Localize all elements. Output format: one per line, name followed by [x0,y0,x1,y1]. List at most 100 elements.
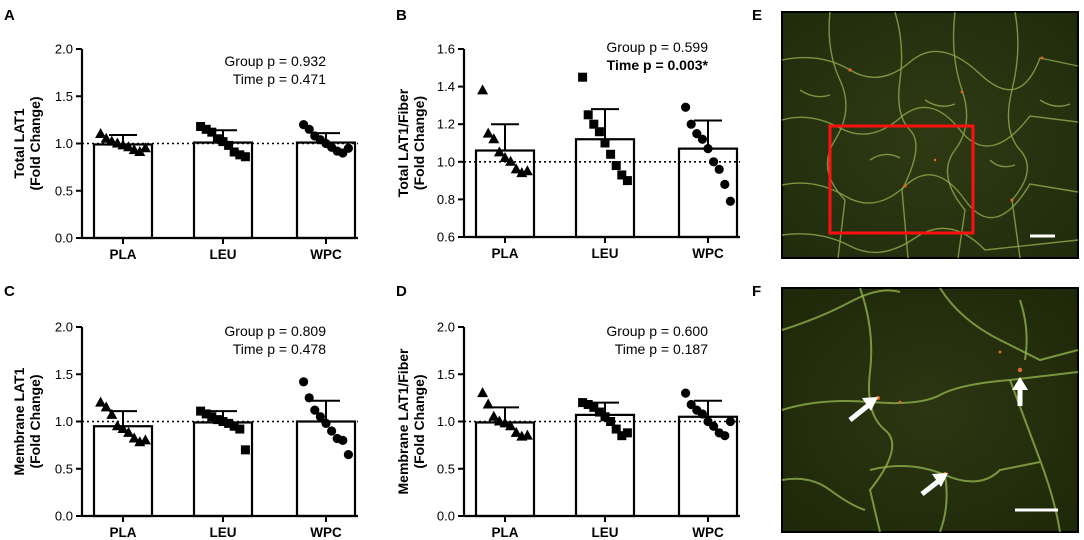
category-label-leu: LEU [210,525,237,540]
y-tick-label: 1.5 [55,367,73,382]
error-bar-pla [491,123,519,151]
stats-annotation: Group p = 0.600 [606,323,708,339]
y-tick-label: 1.6 [437,42,455,57]
data-point-wpc [327,426,337,436]
y-tick-label: 2.0 [55,320,73,335]
data-point-leu [617,170,627,180]
data-point-wpc [720,431,730,441]
data-point-wpc [321,418,331,428]
data-point-pla [493,146,505,157]
data-point-leu [611,161,621,171]
stats-annotation: Group p = 0.932 [224,53,326,69]
y-tick-label: 1.2 [437,117,455,132]
data-point-leu [235,424,245,434]
stats-annotation: Time p = 0.478 [233,341,326,357]
data-point-pla [482,127,494,138]
data-point-pla [128,432,140,443]
data-point-leu [594,407,604,417]
micrograph-e-image [781,11,1079,259]
y-tick-label: 1.5 [437,367,455,382]
data-point-wpc [338,435,348,445]
data-point-leu [196,406,206,416]
y-tick-label: 1.0 [437,414,455,429]
data-point-leu [218,137,228,147]
data-point-pla [100,132,112,143]
data-point-pla [111,420,123,431]
data-point-leu [224,418,234,428]
data-point-leu [201,409,211,419]
data-point-leu [240,152,250,162]
category-label-wpc: WPC [692,246,724,261]
panel-letter-a: A [4,7,15,24]
y-axis-title: Membrane LAT1 [11,367,27,475]
data-point-leu [229,147,239,157]
data-point-leu [583,399,593,409]
y-axis-title: (Fold Change) [27,374,43,468]
y-tick-label: 1.4 [437,79,455,94]
y-tick-label: 0.6 [437,230,455,245]
category-label-wpc: WPC [310,525,342,540]
data-point-wpc [681,102,691,112]
data-point-pla [95,396,107,407]
category-label-wpc: WPC [692,525,724,540]
data-point-wpc [343,143,353,153]
chart-panel-b: B 0.6 0.8 1.0 1.2 1.4 1.6 PLA LEU WPC Total LAT1/F… [395,7,740,261]
arrow-icon-f-1 [848,397,878,422]
y-tick-label: 0.8 [437,192,455,207]
chart-panel-c: C 0.0 0.5 1.0 1.5 2.0 PLA LEU WPC Membrane LAT1 (F… [4,283,358,540]
category-label-leu: LEU [592,246,619,261]
error-bar-wpc [694,119,722,149]
y-axis-title: Membrane LAT1/Fiber [395,348,411,495]
bar-leu [574,138,636,239]
data-point-wpc [304,393,314,403]
data-point-pla [521,429,533,440]
y-axis-title: Total LAT1/Fiber [395,88,411,197]
bar-wpc [295,420,357,518]
data-point-leu [240,445,250,455]
bar-leu [192,421,254,518]
data-point-pla [123,426,135,437]
data-point-leu [235,150,245,160]
chart-panel-d: D 0.0 0.5 1.0 1.5 2.0 PLA LEU WPC Membrane LAT1/F… [395,283,740,540]
y-axis-title: (Fold Change) [27,96,43,190]
data-point-wpc [720,179,730,189]
stats-annotation: Time p = 0.187 [615,341,708,357]
data-point-leu [196,121,206,131]
data-point-pla [499,417,511,428]
y-tick-label: 1.0 [437,154,455,169]
category-label-leu: LEU [210,247,237,262]
panel-letter-e: E [752,7,762,24]
panel-letter-f: F [752,283,761,300]
stats-annotation: Time p = 0.003* [607,57,709,73]
data-point-leu [622,176,632,186]
error-bar-leu [591,108,619,140]
data-point-pla [510,163,522,174]
data-point-leu [600,138,610,148]
y-axis-title: (Fold Change) [411,96,427,190]
data-point-wpc [681,388,691,398]
data-point-wpc [299,377,309,387]
y-tick-label: 0.5 [437,461,455,476]
data-point-leu [606,149,616,159]
y-tick-label: 0.0 [55,231,73,246]
data-point-pla [106,408,118,419]
y-tick-label: 0.5 [55,461,73,476]
arrow-icon-f-3 [920,473,948,496]
lat1-signal-e [848,56,1044,202]
stats-annotation: Group p = 0.809 [224,323,326,339]
error-bar-wpc [312,399,340,422]
data-point-leu [617,431,627,441]
data-point-pla [488,410,500,421]
data-point-pla [123,141,135,152]
data-point-pla [505,155,517,166]
y-tick-label: 2.0 [437,320,455,335]
data-point-leu [589,119,599,129]
data-point-leu [611,424,621,434]
data-point-wpc [725,416,736,427]
y-axis-title: Total LAT1 [11,108,27,178]
category-label-pla: PLA [110,525,137,540]
panel-letter-c: C [4,283,15,300]
data-point-pla [505,420,517,431]
